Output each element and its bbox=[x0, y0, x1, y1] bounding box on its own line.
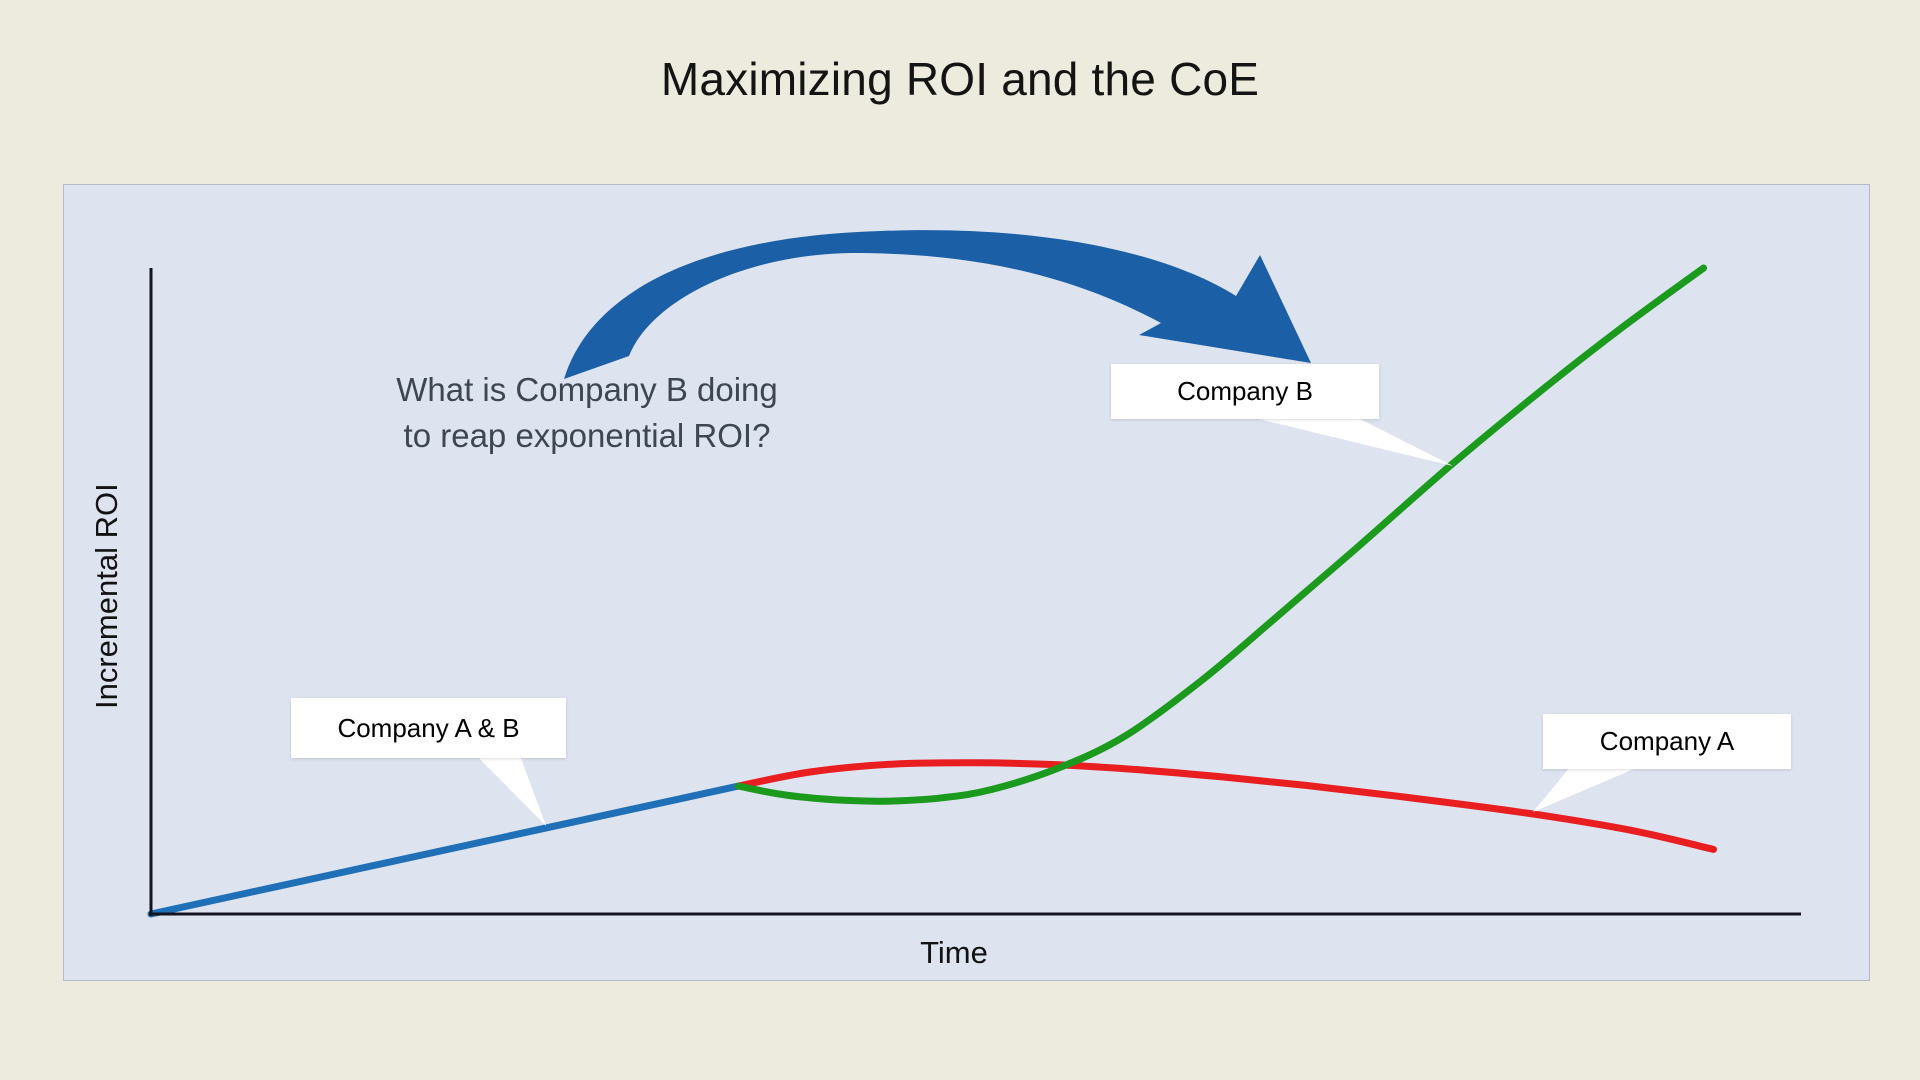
company-a-line bbox=[734, 759, 1717, 853]
x-axis-label: Time bbox=[920, 935, 988, 970]
callout-company-ab-label: Company A & B bbox=[337, 712, 520, 743]
company-ab-line bbox=[147, 782, 742, 918]
y-axis-label: Incremental ROI bbox=[89, 483, 124, 709]
callout-company-b-label: Company B bbox=[1177, 376, 1313, 406]
question-annotation: What is Company B doing to reap exponent… bbox=[396, 367, 778, 458]
chart-canvas bbox=[147, 230, 1801, 918]
callout-company-a-label: Company A bbox=[1599, 726, 1735, 756]
callout-tail-company-a bbox=[1533, 766, 1641, 812]
question-line-2: to reap exponential ROI? bbox=[403, 416, 771, 454]
callout-tail-company-ab bbox=[474, 753, 546, 826]
chart-panel: What is Company B doing to reap exponent… bbox=[63, 184, 1870, 981]
callout-company-a: Company A bbox=[1543, 714, 1791, 769]
company-b-line bbox=[734, 264, 1708, 805]
callout-company-b: Company B bbox=[1111, 364, 1379, 419]
page-title: Maximizing ROI and the CoE bbox=[660, 53, 1260, 105]
callout-tail-company-b bbox=[1246, 416, 1453, 466]
curved-arrow-icon bbox=[564, 230, 1311, 379]
callout-company-ab: Company A & B bbox=[291, 698, 566, 758]
question-line-1: What is Company B doing bbox=[396, 371, 778, 408]
